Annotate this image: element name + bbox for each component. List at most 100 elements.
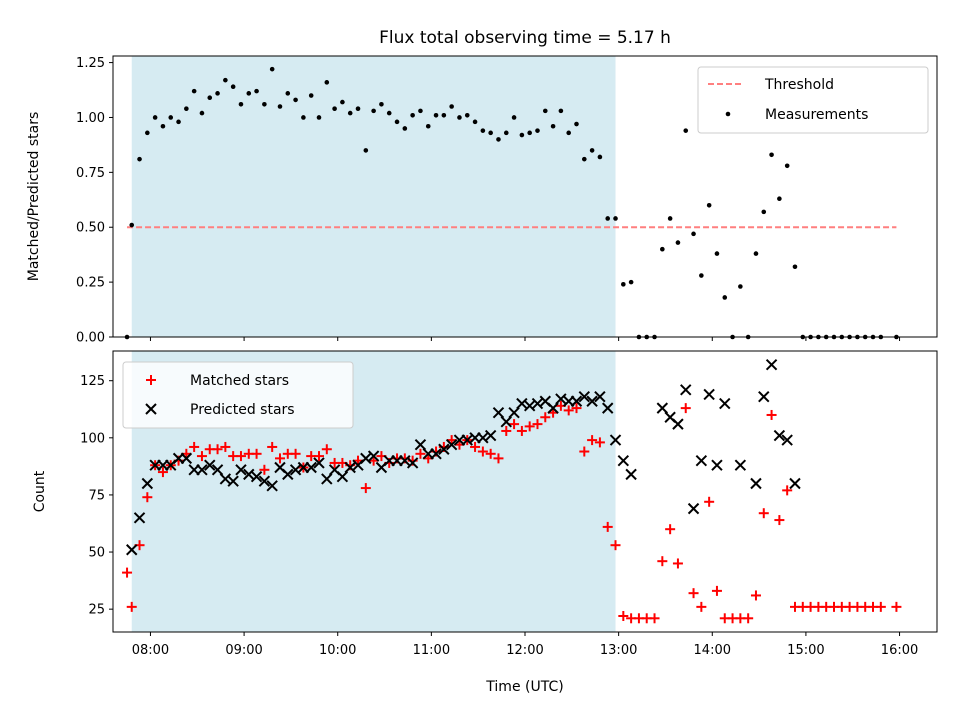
measurement-point xyxy=(566,130,571,136)
measurement-point xyxy=(340,99,345,105)
predicted-star-point xyxy=(243,468,255,481)
bottom-y-tick-label: 25 xyxy=(88,603,105,618)
measurement-point xyxy=(574,121,579,127)
measurement-point xyxy=(784,163,790,169)
predicted-star-point xyxy=(609,434,622,446)
predicted-star-point xyxy=(406,457,419,469)
predicted-star-point xyxy=(765,359,778,371)
measurement-point xyxy=(293,97,298,103)
measurement-point xyxy=(207,95,213,101)
matched-star-point xyxy=(189,441,200,452)
x-tick-label: 08:00 xyxy=(132,643,169,658)
matched-star-point xyxy=(314,451,324,462)
measurement-point xyxy=(433,112,439,118)
measurement-point xyxy=(511,115,517,120)
measurement-point xyxy=(792,264,798,270)
bottom-plot-frame xyxy=(112,350,938,633)
matched-star-point xyxy=(196,451,207,462)
x-tick-label: 10:00 xyxy=(319,643,356,658)
bottom-legend: Matched stars Predicted stars xyxy=(122,361,354,429)
matched-star-point xyxy=(477,446,488,457)
matched-star-point xyxy=(142,492,153,503)
matched-star-point xyxy=(782,485,793,496)
measurement-point xyxy=(550,123,556,129)
measurement-point xyxy=(714,251,720,256)
top-y-tick-label: 1.25 xyxy=(76,56,105,71)
measurement-point xyxy=(347,110,353,116)
x-tick-label: 11:00 xyxy=(413,643,450,658)
matched-star-point xyxy=(696,601,707,612)
measurement-point xyxy=(628,279,634,285)
matched-star-point xyxy=(235,451,246,462)
measurement-point xyxy=(418,108,423,114)
measurement-point xyxy=(667,216,673,221)
predicted-star-point xyxy=(578,390,591,403)
matched-star-point xyxy=(758,508,769,519)
predicted-star-point xyxy=(750,477,762,490)
bottom-y-tick-label: 50 xyxy=(88,546,105,561)
measurement-point xyxy=(582,156,587,162)
measurement-point xyxy=(457,115,462,120)
matched-star-point xyxy=(743,613,754,624)
matched-star-point xyxy=(594,437,605,448)
bottom-y-axis-label: Count xyxy=(32,470,48,512)
legend-predicted-swatch xyxy=(145,403,157,415)
predicted-star-point xyxy=(586,395,598,407)
measurement-point xyxy=(699,273,704,278)
matched-star-point xyxy=(649,613,660,624)
measurement-point xyxy=(464,112,470,118)
matched-star-point xyxy=(259,464,270,475)
measurement-point xyxy=(199,110,205,116)
measurement-point xyxy=(246,91,252,96)
measurement-point xyxy=(621,282,626,287)
matched-star-point xyxy=(711,585,722,596)
top-y-axis-label: Matched/Predicted stars xyxy=(26,112,42,282)
matched-star-point xyxy=(212,444,223,455)
measurement-point xyxy=(519,132,525,138)
matched-star-point xyxy=(774,515,785,526)
matched-star-point xyxy=(540,412,551,423)
predicted-star-point xyxy=(711,459,723,471)
matched-star-point xyxy=(516,425,527,436)
measurement-point xyxy=(230,84,236,90)
predicted-star-point xyxy=(492,406,505,419)
matched-star-point xyxy=(157,467,168,478)
matched-star-point xyxy=(251,448,262,459)
measurement-point xyxy=(488,130,493,136)
matched-star-point xyxy=(672,558,683,569)
predicted-star-point xyxy=(445,438,458,451)
measurement-point xyxy=(394,119,400,125)
matched-star-point xyxy=(360,483,371,494)
measurement-point xyxy=(223,77,228,83)
measurement-point xyxy=(683,128,689,133)
top-y-tick-label: 0.50 xyxy=(76,221,105,236)
bottom-legend-box xyxy=(122,361,354,429)
x-tick-label: 16:00 xyxy=(881,643,918,658)
predicted-star-point xyxy=(367,450,380,462)
matched-star-point xyxy=(274,453,285,464)
measurement-point xyxy=(597,154,603,160)
predicted-star-point xyxy=(687,502,700,515)
matched-star-point xyxy=(571,403,582,414)
legend-matched-swatch xyxy=(146,375,156,385)
measurement-point xyxy=(145,130,150,136)
predicted-star-point xyxy=(266,480,278,492)
predicted-star-point xyxy=(305,461,317,474)
measurement-point xyxy=(379,101,384,107)
predicted-star-point xyxy=(477,432,489,444)
matched-star-point xyxy=(485,448,496,459)
predicted-star-point xyxy=(196,464,208,476)
predicted-star-point xyxy=(321,473,333,485)
predicted-star-point xyxy=(672,418,684,430)
predicted-star-point xyxy=(211,464,224,476)
predicted-star-point xyxy=(758,390,770,403)
legend-plus-mark xyxy=(146,375,156,385)
matched-star-point xyxy=(680,403,691,414)
measurement-point xyxy=(191,88,197,94)
matched-star-point xyxy=(602,521,613,532)
measurement-point xyxy=(558,108,564,114)
matched-star-point xyxy=(532,419,543,430)
measurement-point xyxy=(176,119,181,125)
measurement-point xyxy=(691,231,696,237)
